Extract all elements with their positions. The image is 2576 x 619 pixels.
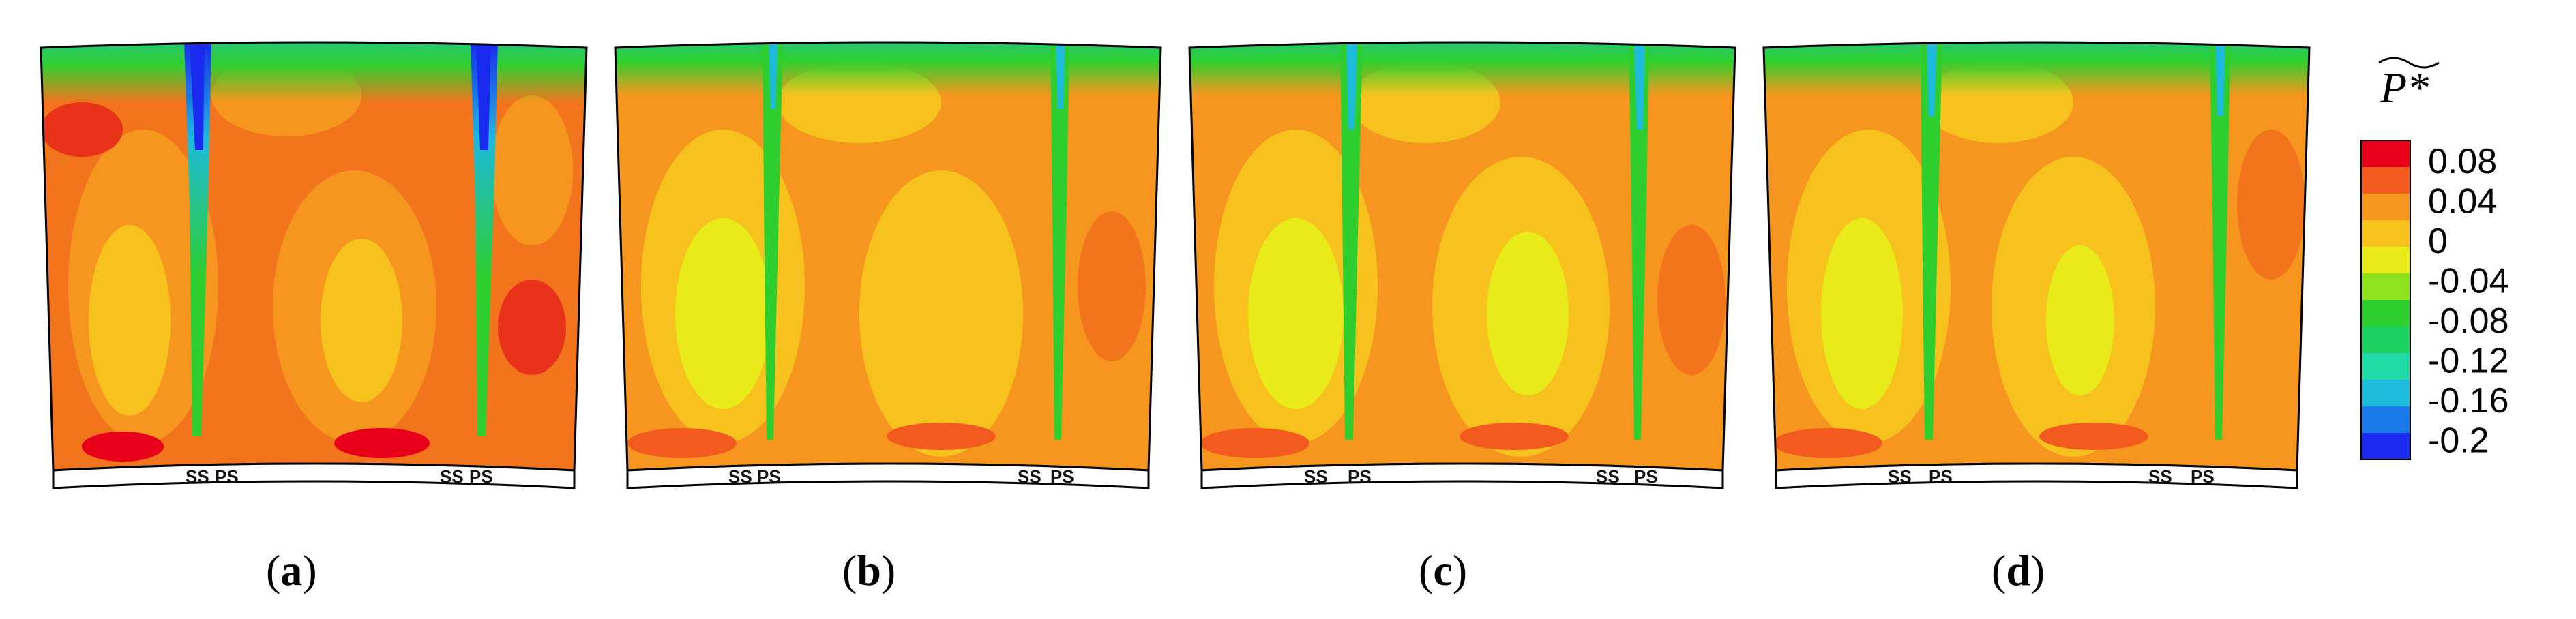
panel-c: SS PS SS PS <box>1188 41 1736 489</box>
panel-b-label-4: PS <box>1050 466 1074 487</box>
panel-a: SS PS SS PS <box>40 41 588 489</box>
panel-a-label-1: SS <box>186 466 209 487</box>
caption-d-letter: d <box>2006 546 2030 594</box>
colorbar-ticks: 0.080.040-0.04-0.08-0.12-0.16-0.2 <box>2428 142 2509 461</box>
colorbar-tick-label: 0.08 <box>2428 142 2497 181</box>
colorbar-title-tilde <box>2378 57 2440 69</box>
panel-b-label-1: SS <box>728 466 752 487</box>
panel-c-label-3: SS <box>1596 466 1620 487</box>
colorbar-frame <box>2360 140 2411 460</box>
caption-b-letter: b <box>857 546 881 594</box>
colorbar-swatch <box>2361 300 2410 327</box>
colorbar: P* 0.080.040-0.04-0.08-0.12-0.16-0.2 <box>2360 57 2509 461</box>
caption-c-letter: c <box>1433 546 1452 594</box>
panel-a-label-4: PS <box>469 466 493 487</box>
colorbar-tick-label: -0.08 <box>2428 301 2509 341</box>
colorbar-swatch <box>2361 406 2410 434</box>
panel-a-label-3: SS <box>440 466 464 487</box>
panel-b-label-2: PS <box>757 466 781 487</box>
colorbar-title: P* <box>2380 63 2429 112</box>
panel-d-label-4: PS <box>2191 466 2215 487</box>
colorbar-swatch <box>2361 433 2410 460</box>
colorbar-tick-label: -0.12 <box>2428 342 2509 381</box>
colorbar-swatch <box>2361 273 2410 301</box>
colorbar-swatch <box>2361 220 2410 247</box>
colorbar-tick-label: -0.04 <box>2428 262 2509 301</box>
colorbar-swatch <box>2361 327 2410 354</box>
panel-d-label-1: SS <box>1888 466 1912 487</box>
panel-d-label-3: SS <box>2148 466 2172 487</box>
caption-a: (a) <box>266 546 317 594</box>
colorbar-swatch <box>2361 167 2410 194</box>
caption-b: (b) <box>842 546 895 594</box>
colorbar-swatch <box>2361 353 2410 380</box>
panel-b: SS PS SS PS <box>614 41 1162 489</box>
colorbar-tick-label: -0.2 <box>2428 421 2489 461</box>
colorbar-swatch <box>2361 194 2410 221</box>
panel-c-label-2: PS <box>1348 466 1372 487</box>
colorbar-swatch <box>2361 247 2410 274</box>
colorbar-swatch <box>2361 140 2410 168</box>
colorbar-tick-label: -0.16 <box>2428 381 2509 421</box>
panel-d: SS PS SS PS <box>1762 41 2311 489</box>
colorbar-tick-label: 0.04 <box>2428 182 2497 222</box>
colorbar-swatch <box>2361 380 2410 407</box>
caption-c: (c) <box>1419 546 1467 594</box>
panel-c-label-1: SS <box>1304 466 1328 487</box>
caption-d: (d) <box>1992 546 2045 594</box>
caption-a-letter: a <box>280 546 302 594</box>
colorbar-swatches <box>2361 140 2410 460</box>
panel-a-label-2: PS <box>215 466 239 487</box>
panel-d-label-2: PS <box>1929 466 1953 487</box>
panel-b-label-3: SS <box>1018 466 1041 487</box>
panel-c-label-4: PS <box>1634 466 1658 487</box>
colorbar-tick-label: 0 <box>2428 222 2448 261</box>
